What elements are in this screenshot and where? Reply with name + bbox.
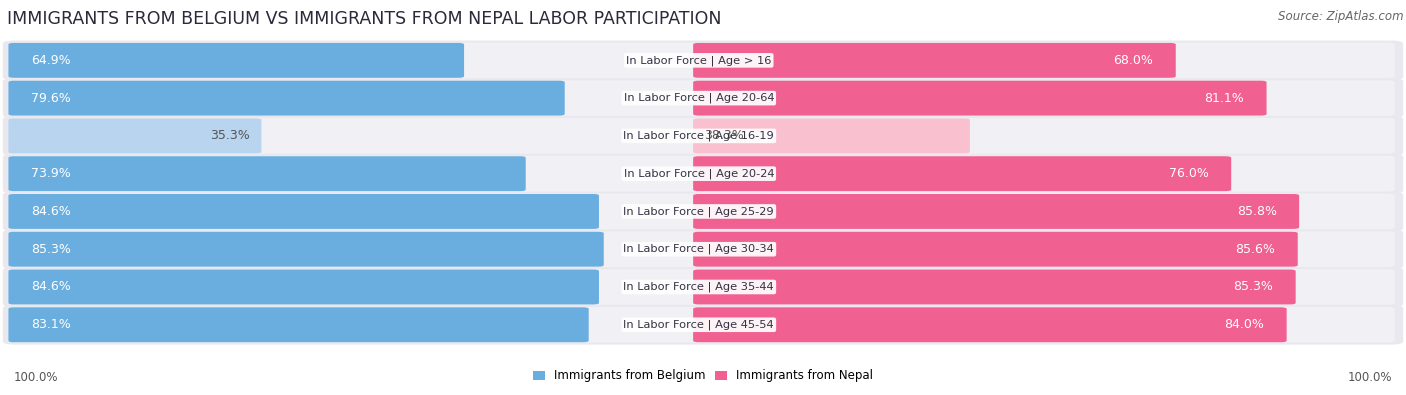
FancyBboxPatch shape (693, 269, 1296, 305)
FancyBboxPatch shape (8, 81, 565, 116)
FancyBboxPatch shape (11, 43, 1395, 78)
FancyBboxPatch shape (11, 118, 1395, 154)
FancyBboxPatch shape (11, 80, 1395, 116)
FancyBboxPatch shape (8, 194, 599, 229)
FancyBboxPatch shape (693, 194, 1299, 229)
FancyBboxPatch shape (693, 232, 1298, 267)
FancyBboxPatch shape (3, 229, 1403, 269)
FancyBboxPatch shape (693, 118, 970, 153)
Text: 83.1%: 83.1% (31, 318, 70, 331)
Legend: Immigrants from Belgium, Immigrants from Nepal: Immigrants from Belgium, Immigrants from… (529, 365, 877, 387)
FancyBboxPatch shape (3, 267, 1403, 307)
FancyBboxPatch shape (3, 154, 1403, 194)
Text: In Labor Force | Age 20-24: In Labor Force | Age 20-24 (623, 168, 775, 179)
Text: Source: ZipAtlas.com: Source: ZipAtlas.com (1278, 10, 1403, 23)
Text: 68.0%: 68.0% (1114, 54, 1153, 67)
FancyBboxPatch shape (11, 156, 1395, 192)
FancyBboxPatch shape (8, 156, 526, 191)
FancyBboxPatch shape (693, 307, 1286, 342)
FancyBboxPatch shape (693, 43, 1175, 78)
FancyBboxPatch shape (8, 118, 262, 153)
FancyBboxPatch shape (8, 232, 603, 267)
Text: In Labor Force | Age 45-54: In Labor Force | Age 45-54 (623, 320, 775, 330)
Text: In Labor Force | Age 20-64: In Labor Force | Age 20-64 (623, 93, 775, 103)
FancyBboxPatch shape (8, 269, 599, 305)
Text: In Labor Force | Age 30-34: In Labor Force | Age 30-34 (623, 244, 775, 254)
Text: 84.0%: 84.0% (1225, 318, 1264, 331)
Text: 85.8%: 85.8% (1237, 205, 1277, 218)
FancyBboxPatch shape (3, 78, 1403, 118)
Text: 84.6%: 84.6% (31, 280, 70, 293)
FancyBboxPatch shape (8, 43, 464, 78)
FancyBboxPatch shape (3, 192, 1403, 231)
Text: 85.6%: 85.6% (1236, 243, 1275, 256)
FancyBboxPatch shape (693, 81, 1267, 116)
Text: 85.3%: 85.3% (1233, 280, 1274, 293)
Text: In Labor Force | Age 16-19: In Labor Force | Age 16-19 (623, 131, 775, 141)
Text: 76.0%: 76.0% (1168, 167, 1209, 180)
Text: In Labor Force | Age 25-29: In Labor Force | Age 25-29 (623, 206, 775, 217)
Text: 38.3%: 38.3% (704, 130, 744, 143)
Text: In Labor Force | Age > 16: In Labor Force | Age > 16 (626, 55, 772, 66)
FancyBboxPatch shape (11, 269, 1395, 305)
FancyBboxPatch shape (8, 307, 589, 342)
Text: 100.0%: 100.0% (1347, 371, 1392, 384)
Text: 73.9%: 73.9% (31, 167, 70, 180)
Text: In Labor Force | Age 35-44: In Labor Force | Age 35-44 (623, 282, 775, 292)
Text: 84.6%: 84.6% (31, 205, 70, 218)
FancyBboxPatch shape (3, 305, 1403, 344)
FancyBboxPatch shape (11, 231, 1395, 267)
Text: 35.3%: 35.3% (211, 130, 250, 143)
Text: 85.3%: 85.3% (31, 243, 70, 256)
FancyBboxPatch shape (693, 156, 1232, 191)
FancyBboxPatch shape (3, 116, 1403, 156)
Text: 100.0%: 100.0% (14, 371, 59, 384)
FancyBboxPatch shape (11, 307, 1395, 342)
Text: 81.1%: 81.1% (1205, 92, 1244, 105)
Text: IMMIGRANTS FROM BELGIUM VS IMMIGRANTS FROM NEPAL LABOR PARTICIPATION: IMMIGRANTS FROM BELGIUM VS IMMIGRANTS FR… (7, 10, 721, 28)
Text: 79.6%: 79.6% (31, 92, 70, 105)
FancyBboxPatch shape (11, 194, 1395, 229)
Text: 64.9%: 64.9% (31, 54, 70, 67)
FancyBboxPatch shape (3, 41, 1403, 80)
